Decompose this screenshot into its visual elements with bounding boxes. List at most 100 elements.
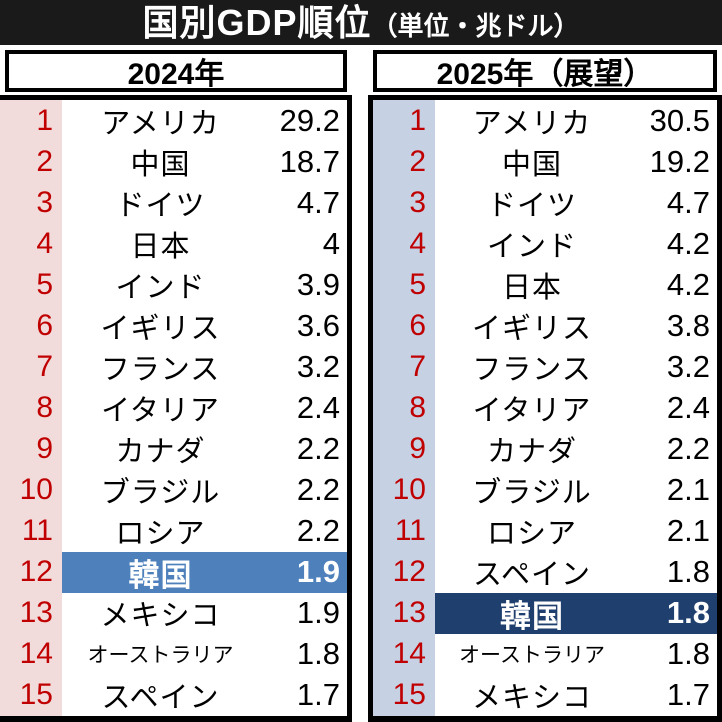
country-name: ドイツ [115, 189, 206, 222]
table-row: 7 フランス 3.2 [0, 346, 347, 388]
country-name: インド [486, 230, 577, 263]
rank-cell: 6 [0, 305, 62, 347]
gdp-value: 29.2 [279, 102, 340, 138]
gdp-value: 4.2 [666, 266, 710, 302]
country-name: ブラジル [472, 477, 592, 510]
table-row: 8 イタリア 2.4 [373, 387, 717, 429]
country-name: ブラジル [100, 477, 221, 510]
table-row: 6 イギリス 3.6 [0, 305, 347, 347]
rank-cell: 15 [373, 674, 435, 716]
rank-cell: 4 [373, 223, 435, 265]
table-row: 2 中国 18.7 [0, 141, 347, 183]
table-row: 7 フランス 3.2 [373, 346, 717, 388]
gdp-value: 4.2 [666, 225, 710, 261]
rank-cell: 2 [0, 141, 62, 183]
rank-cell: 13 [0, 592, 62, 634]
rank-cell: 12 [0, 551, 62, 593]
gdp-value: 2.2 [296, 431, 340, 467]
rank-cell: 7 [0, 346, 62, 388]
rank-cell: 10 [0, 469, 62, 511]
gdp-value: 1.8 [629, 592, 717, 634]
rank-cell: 7 [373, 346, 435, 388]
country-name: 中国 [130, 148, 191, 181]
gdp-value: 3.6 [296, 307, 340, 343]
rank-cell: 11 [373, 510, 435, 552]
gdp-value: 2.2 [666, 431, 710, 467]
rank-cell: 14 [0, 633, 62, 675]
rank-cell: 12 [373, 551, 435, 593]
gdp-value: 2.2 [296, 513, 340, 549]
rank-cell: 3 [0, 182, 62, 224]
ranking-table-2025: 1 アメリカ 30.5 2 中国 19.2 3 ドイツ 4.7 4 インド 4.2 5 日本 4.2 6 イギリ… [368, 95, 722, 722]
country-name: 日本 [130, 230, 191, 263]
table-row: 15 メキシコ 1.7 [373, 674, 717, 716]
country-name: イギリス [100, 312, 221, 345]
gdp-value: 2.4 [296, 389, 340, 425]
gdp-value: 4.7 [296, 184, 340, 220]
gdp-value: 2.2 [296, 472, 340, 508]
title-bar: 国別GDP順位 （単位・兆ドル） [0, 0, 722, 45]
rank-cell: 6 [373, 305, 435, 347]
country-name: ロシア [115, 518, 206, 551]
table-row: 6 イギリス 3.8 [373, 305, 717, 347]
country-name: 韓国 [62, 551, 259, 593]
rank-cell: 11 [0, 510, 62, 552]
country-name: カナダ [115, 436, 206, 469]
gdp-value: 3.9 [296, 266, 340, 302]
gdp-value: 4.7 [666, 184, 710, 220]
gdp-value: 19.2 [649, 143, 710, 179]
country-name: アメリカ [101, 107, 220, 140]
country-name: ドイツ [486, 189, 577, 222]
gdp-value: 2.1 [666, 513, 710, 549]
country-name: メキシコ [471, 682, 592, 715]
gdp-value: 4 [322, 225, 340, 261]
gdp-value: 1.9 [296, 595, 340, 631]
country-name: 中国 [501, 148, 562, 181]
rank-cell: 8 [373, 387, 435, 429]
table-row: 5 日本 4.2 [373, 264, 717, 306]
table-row: 9 カナダ 2.2 [0, 428, 347, 470]
table-row: 13 韓国 1.8 [373, 592, 717, 634]
table-row: 3 ドイツ 4.7 [373, 182, 717, 224]
panel-2025: 2025年（展望） 1 アメリカ 30.5 2 中国 19.2 3 ドイツ 4.7 4 インド 4.2… [368, 50, 722, 722]
gdp-value: 3.2 [666, 348, 710, 384]
country-name: 韓国 [435, 592, 629, 634]
table-row: 14 オーストラリア 1.8 [0, 633, 347, 675]
country-name: 日本 [501, 271, 562, 304]
gdp-value: 1.7 [296, 677, 340, 713]
table-row: 8 イタリア 2.4 [0, 387, 347, 429]
country-name: アメリカ [472, 107, 592, 140]
gdp-value: 1.8 [666, 554, 710, 590]
gdp-value: 1.8 [296, 636, 340, 672]
rank-cell: 3 [373, 182, 435, 224]
ranking-panels: 2024年 1 アメリカ 29.2 2 中国 18.7 3 ドイツ 4.7 4 日本 4 5 インド 3.9… [0, 50, 722, 722]
gdp-value: 2.1 [666, 472, 710, 508]
country-name: イタリア [472, 394, 592, 427]
panel-2024-header: 2024年 [5, 50, 347, 92]
gdp-value: 30.5 [649, 102, 710, 138]
country-name: ロシア [486, 518, 577, 551]
gdp-value: 3.8 [666, 307, 710, 343]
table-row: 1 アメリカ 29.2 [0, 100, 347, 142]
country-name: フランス [100, 353, 221, 386]
rank-cell: 4 [0, 223, 62, 265]
country-name: メキシコ [100, 600, 221, 633]
table-row: 13 メキシコ 1.9 [0, 592, 347, 634]
rank-cell: 2 [373, 141, 435, 183]
table-row: 4 日本 4 [0, 223, 347, 265]
table-row: 10 ブラジル 2.1 [373, 469, 717, 511]
rank-cell: 1 [373, 100, 435, 142]
table-row: 11 ロシア 2.1 [373, 510, 717, 552]
rank-cell: 8 [0, 387, 62, 429]
table-row: 2 中国 19.2 [373, 141, 717, 183]
gdp-value: 2.4 [666, 389, 710, 425]
rank-cell: 14 [373, 633, 435, 675]
ranking-table-2024: 1 アメリカ 29.2 2 中国 18.7 3 ドイツ 4.7 4 日本 4 5 インド 3.9 6 イギリス 3… [0, 95, 352, 722]
table-row: 15 スペイン 1.7 [0, 674, 347, 716]
country-name: イギリス [471, 312, 592, 345]
rank-cell: 15 [0, 674, 62, 716]
rank-cell: 10 [373, 469, 435, 511]
gdp-value: 3.2 [296, 348, 340, 384]
country-name: インド [115, 271, 206, 304]
rank-cell: 9 [373, 428, 435, 470]
